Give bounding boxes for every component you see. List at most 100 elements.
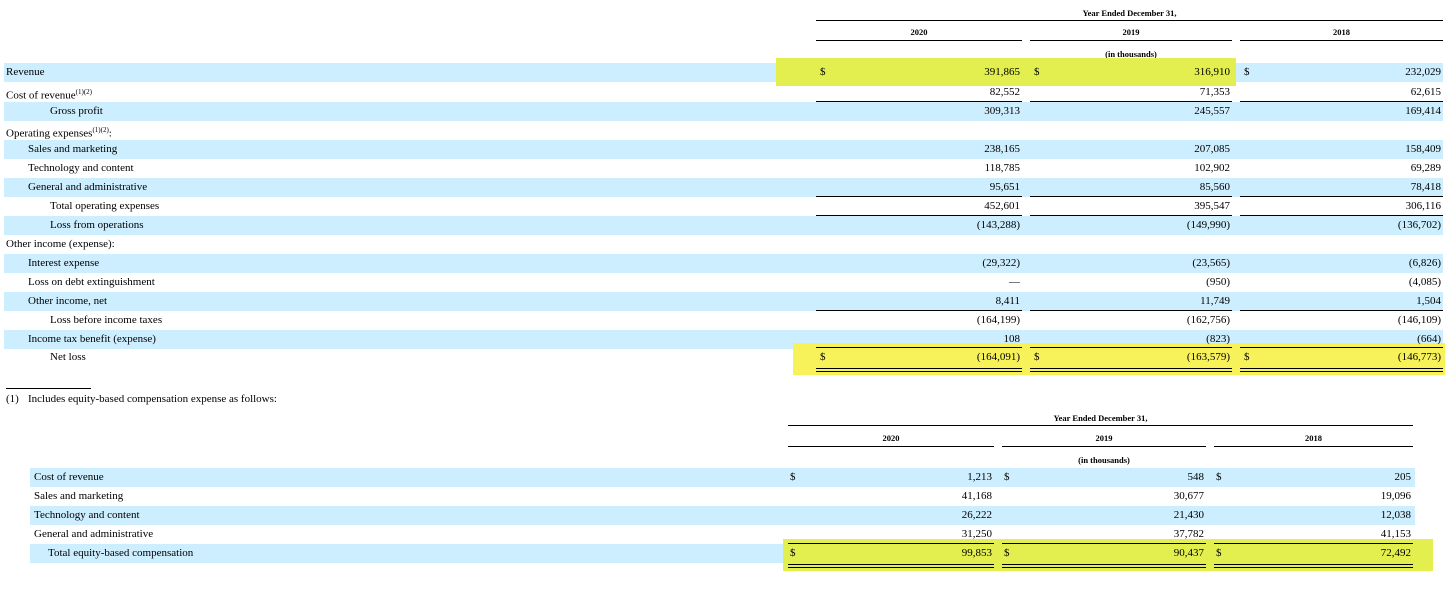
table1-value-cell: 8,411	[995, 295, 1020, 307]
table2-row-label: Technology and content	[34, 509, 140, 521]
table1-value-cell: 316,910	[1194, 66, 1230, 78]
table1-value-cell: —	[1009, 276, 1020, 288]
table2-value-cell: 26,222	[961, 509, 992, 521]
table1-row-label: General and administrative	[28, 181, 148, 193]
table1-row-label: Cost of revenue(1)(2)	[6, 88, 92, 102]
table1-value-cell: 158,409	[1405, 143, 1441, 155]
table2-row-band	[30, 468, 1415, 487]
table1-row-label: Other income, net	[28, 295, 108, 307]
table1-value-cell: 207,085	[1194, 143, 1230, 155]
dollar-sign: $	[820, 66, 826, 78]
table1-value-cell: 95,651	[989, 181, 1020, 193]
table1-subtotal-rule	[1030, 101, 1232, 102]
table2-value-cell: 41,168	[961, 490, 992, 502]
table1-header-rule	[816, 20, 1443, 21]
table1-subtotal-rule	[1240, 101, 1443, 102]
table1-value-cell: 232,029	[1405, 66, 1441, 78]
table2-group-header: Year Ended December 31,	[1053, 413, 1148, 423]
dollar-sign: $	[1004, 547, 1010, 559]
table1-group-header: Year Ended December 31,	[1082, 8, 1177, 18]
table2-value-cell: 99,853	[961, 547, 992, 559]
table1-row-label: Operating expenses(1)(2):	[6, 126, 112, 140]
table1-value-cell: 391,865	[984, 66, 1020, 78]
table1-row-label: Other income (expense):	[6, 238, 115, 250]
table2-double-rule	[1002, 564, 1206, 568]
table2-year-rule	[1002, 446, 1206, 447]
table2-year-header: 2018	[1305, 433, 1322, 443]
table1-row-label: Total operating expenses	[50, 200, 160, 212]
table2-value-cell: 12,038	[1380, 509, 1411, 521]
table1-total-rule	[1030, 347, 1232, 348]
table1-row-label: Net loss	[50, 351, 86, 363]
table1-units-label: (in thousands)	[1105, 49, 1157, 59]
table1-value-cell: 108	[1003, 333, 1021, 345]
table2-value-cell: 31,250	[961, 528, 992, 540]
table2-total-rule	[788, 543, 994, 544]
table1-row-label: Loss from operations	[50, 219, 144, 231]
dollar-sign: $	[790, 471, 796, 483]
table1-row-label: Gross profit	[50, 105, 103, 117]
footnote-text: Includes equity-based compensation expen…	[28, 393, 277, 405]
table1-value-cell: (163,579)	[1186, 351, 1230, 363]
table2-row-label: Total equity-based compensation	[48, 547, 194, 559]
table1-value-cell: (164,091)	[976, 351, 1020, 363]
footnote-reference: (1)(2)	[92, 126, 109, 134]
dollar-sign: $	[1004, 471, 1010, 483]
table1-year-header: 2018	[1333, 27, 1350, 37]
table1-subtotal-rule	[1240, 215, 1443, 216]
table1-value-cell: 71,353	[1199, 86, 1230, 98]
table1-value-cell: 11,749	[1200, 295, 1230, 307]
table1-double-rule	[1240, 368, 1443, 372]
table2-double-rule	[788, 564, 994, 568]
table1-subtotal-rule	[1030, 215, 1232, 216]
table1-value-cell: 452,601	[984, 200, 1020, 212]
table1-value-cell: (950)	[1206, 276, 1230, 288]
table1-value-cell: (149,990)	[1186, 219, 1230, 231]
table1-value-cell: (143,288)	[976, 219, 1020, 231]
table1-row-label: Loss on debt extinguishment	[28, 276, 155, 288]
table1-row-band	[4, 102, 1443, 121]
table1-year-rule	[1030, 40, 1232, 41]
table2-double-rule	[1214, 564, 1413, 568]
dollar-sign: $	[1244, 351, 1250, 363]
table1-total-rule	[816, 347, 1022, 348]
table1-double-rule	[1030, 368, 1232, 372]
table1-row-band	[4, 254, 1443, 273]
table1-row-label: Technology and content	[28, 162, 134, 174]
table1-value-cell: 102,902	[1194, 162, 1230, 174]
table1-value-cell: 85,560	[1199, 181, 1230, 193]
table2-total-rule	[1214, 543, 1413, 544]
table2-header-rule	[788, 425, 1413, 426]
table1-subtotal-rule	[816, 310, 1022, 311]
table1-row-label: Sales and marketing	[28, 143, 118, 155]
table1-double-rule	[816, 368, 1022, 372]
table1-value-cell: (23,565)	[1192, 257, 1230, 269]
table1-subtotal-rule	[816, 101, 1022, 102]
table1-value-cell: 62,615	[1410, 86, 1441, 98]
table1-value-cell: (146,109)	[1397, 314, 1441, 326]
table1-subtotal-rule	[1030, 310, 1232, 311]
table1-value-cell: 306,116	[1405, 200, 1441, 212]
table1-value-cell: 118,785	[984, 162, 1020, 174]
footnote-separator	[6, 388, 91, 389]
table1-value-cell: (162,756)	[1186, 314, 1230, 326]
table1-row-band	[4, 216, 1443, 235]
dollar-sign: $	[1034, 66, 1040, 78]
table1-value-cell: (164,199)	[976, 314, 1020, 326]
table1-value-cell: 82,552	[989, 86, 1020, 98]
table2-year-header: 2019	[1095, 433, 1113, 443]
net-loss-highlight	[793, 343, 1445, 375]
table2-value-cell: 19,096	[1380, 490, 1411, 502]
table1-row-label: Revenue	[6, 66, 45, 78]
dollar-sign: $	[790, 547, 796, 559]
table1-value-cell: (136,702)	[1397, 219, 1441, 231]
table2-value-cell: 21,430	[1173, 509, 1204, 521]
table1-total-rule	[1240, 347, 1443, 348]
table2-year-header: 2020	[882, 433, 900, 443]
dollar-sign: $	[820, 351, 826, 363]
table2-value-cell: 205	[1394, 471, 1412, 483]
table1-value-cell: 169,414	[1405, 105, 1441, 117]
revenue-highlight	[776, 58, 1236, 86]
table1-year-header: 2020	[910, 27, 928, 37]
table2-units-label: (in thousands)	[1078, 455, 1130, 465]
